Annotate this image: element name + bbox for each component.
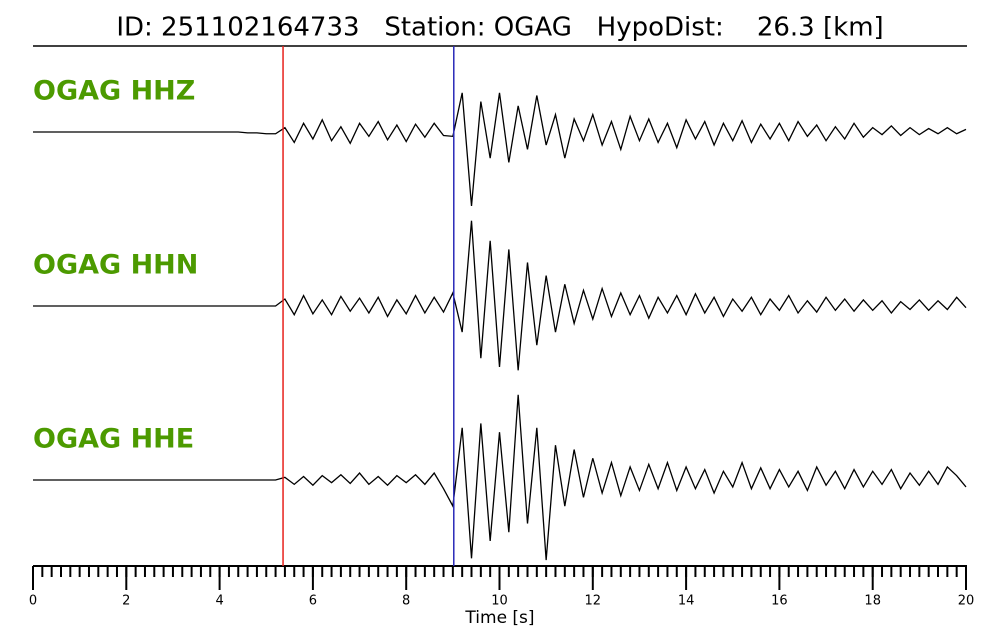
- x-tick-label: 0: [29, 594, 37, 609]
- waveform: [33, 220, 967, 371]
- x-tick-label: 18: [864, 594, 881, 609]
- waveform: [33, 394, 967, 561]
- trace-label: OGAG HHN: [33, 250, 198, 281]
- x-tick-label: 10: [491, 594, 508, 609]
- x-tick-label: 12: [585, 594, 602, 609]
- x-tick-label: 14: [678, 594, 695, 609]
- x-tick-label: 4: [215, 594, 223, 609]
- waveform: [33, 92, 967, 207]
- x-tick-label: 20: [958, 594, 975, 609]
- x-axis-label: Time [s]: [464, 608, 534, 628]
- x-tick-label: 2: [122, 594, 130, 609]
- chart-title: ID: 251102164733 Station: OGAG HypoDist:…: [116, 13, 883, 43]
- x-tick-label: 16: [771, 594, 788, 609]
- x-tick-label: 6: [309, 594, 317, 609]
- x-tick-label: 8: [402, 594, 410, 609]
- trace-label: OGAG HHE: [33, 424, 194, 455]
- trace-label: OGAG HHZ: [33, 76, 195, 107]
